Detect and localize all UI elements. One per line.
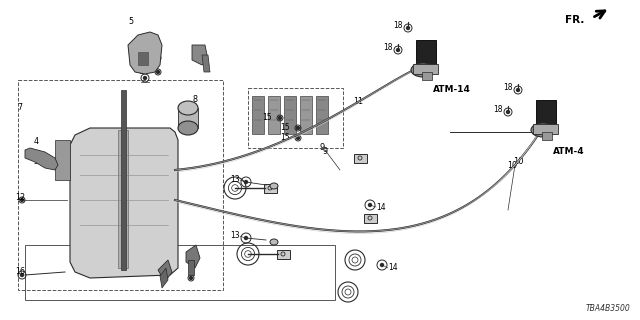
Bar xyxy=(300,96,312,134)
Polygon shape xyxy=(70,128,178,278)
Circle shape xyxy=(516,89,520,92)
Circle shape xyxy=(143,76,147,79)
Text: 1: 1 xyxy=(189,258,195,267)
Text: 3: 3 xyxy=(33,157,38,166)
Text: 14: 14 xyxy=(388,263,397,273)
Polygon shape xyxy=(536,100,556,130)
Circle shape xyxy=(189,276,193,279)
Polygon shape xyxy=(192,45,208,65)
Text: 18: 18 xyxy=(493,106,503,115)
Text: ATM-4: ATM-4 xyxy=(553,148,584,156)
Text: 18: 18 xyxy=(394,20,403,29)
Text: 4: 4 xyxy=(33,138,38,147)
Text: ATM-14: ATM-14 xyxy=(433,85,471,94)
FancyBboxPatch shape xyxy=(276,250,289,259)
Bar xyxy=(248,88,343,148)
Polygon shape xyxy=(413,64,438,74)
Text: 14: 14 xyxy=(376,203,386,212)
FancyBboxPatch shape xyxy=(264,183,276,193)
Ellipse shape xyxy=(270,183,278,189)
Text: 15: 15 xyxy=(262,114,272,123)
Text: 18: 18 xyxy=(504,84,513,92)
Polygon shape xyxy=(160,268,168,288)
Circle shape xyxy=(157,57,159,60)
Text: 5: 5 xyxy=(129,18,134,27)
Polygon shape xyxy=(25,148,58,170)
Text: 17: 17 xyxy=(138,68,148,76)
Circle shape xyxy=(397,49,399,52)
Ellipse shape xyxy=(178,101,198,115)
Polygon shape xyxy=(202,55,210,72)
Circle shape xyxy=(61,154,63,156)
Polygon shape xyxy=(542,132,552,140)
Text: 9: 9 xyxy=(323,148,328,156)
Circle shape xyxy=(506,110,509,114)
Circle shape xyxy=(381,263,383,267)
Bar xyxy=(252,96,264,134)
Ellipse shape xyxy=(531,123,555,137)
Bar xyxy=(284,96,296,134)
Text: 13: 13 xyxy=(230,175,240,185)
Circle shape xyxy=(406,27,410,29)
FancyBboxPatch shape xyxy=(364,213,376,222)
Polygon shape xyxy=(422,72,432,80)
Text: 16: 16 xyxy=(15,268,25,276)
Polygon shape xyxy=(416,40,436,70)
Circle shape xyxy=(157,70,159,74)
Circle shape xyxy=(20,274,24,276)
Polygon shape xyxy=(533,124,558,134)
Polygon shape xyxy=(121,90,126,270)
Polygon shape xyxy=(118,130,128,268)
Circle shape xyxy=(296,126,300,130)
Text: FR.: FR. xyxy=(564,15,584,25)
Polygon shape xyxy=(186,245,200,268)
Ellipse shape xyxy=(411,63,435,77)
FancyBboxPatch shape xyxy=(353,154,367,163)
Text: 13: 13 xyxy=(230,231,240,241)
Bar xyxy=(25,245,335,300)
Polygon shape xyxy=(188,260,194,275)
Text: 18: 18 xyxy=(383,44,393,52)
Text: 8: 8 xyxy=(193,95,198,105)
Polygon shape xyxy=(178,108,198,128)
Text: TBA4B3500: TBA4B3500 xyxy=(585,304,630,313)
Circle shape xyxy=(20,198,24,202)
Circle shape xyxy=(244,236,248,239)
Polygon shape xyxy=(55,140,70,180)
Polygon shape xyxy=(128,32,162,74)
Bar xyxy=(316,96,328,134)
Text: 6: 6 xyxy=(195,53,200,62)
Circle shape xyxy=(278,116,282,119)
Circle shape xyxy=(369,204,371,206)
Text: 12: 12 xyxy=(15,194,25,203)
Bar xyxy=(268,96,280,134)
Text: 15: 15 xyxy=(280,133,290,142)
Text: 11: 11 xyxy=(353,98,363,107)
Text: 2: 2 xyxy=(159,274,164,283)
Polygon shape xyxy=(158,260,172,282)
Text: 15: 15 xyxy=(280,124,290,132)
Polygon shape xyxy=(138,52,148,65)
Text: 10: 10 xyxy=(513,157,524,166)
Text: 17: 17 xyxy=(138,53,148,62)
Circle shape xyxy=(296,137,300,140)
Text: 10: 10 xyxy=(507,161,517,170)
Circle shape xyxy=(244,180,248,183)
Text: 9: 9 xyxy=(319,143,324,153)
Bar xyxy=(18,80,223,290)
Text: 7: 7 xyxy=(17,103,22,113)
Ellipse shape xyxy=(270,239,278,245)
Ellipse shape xyxy=(178,121,198,135)
